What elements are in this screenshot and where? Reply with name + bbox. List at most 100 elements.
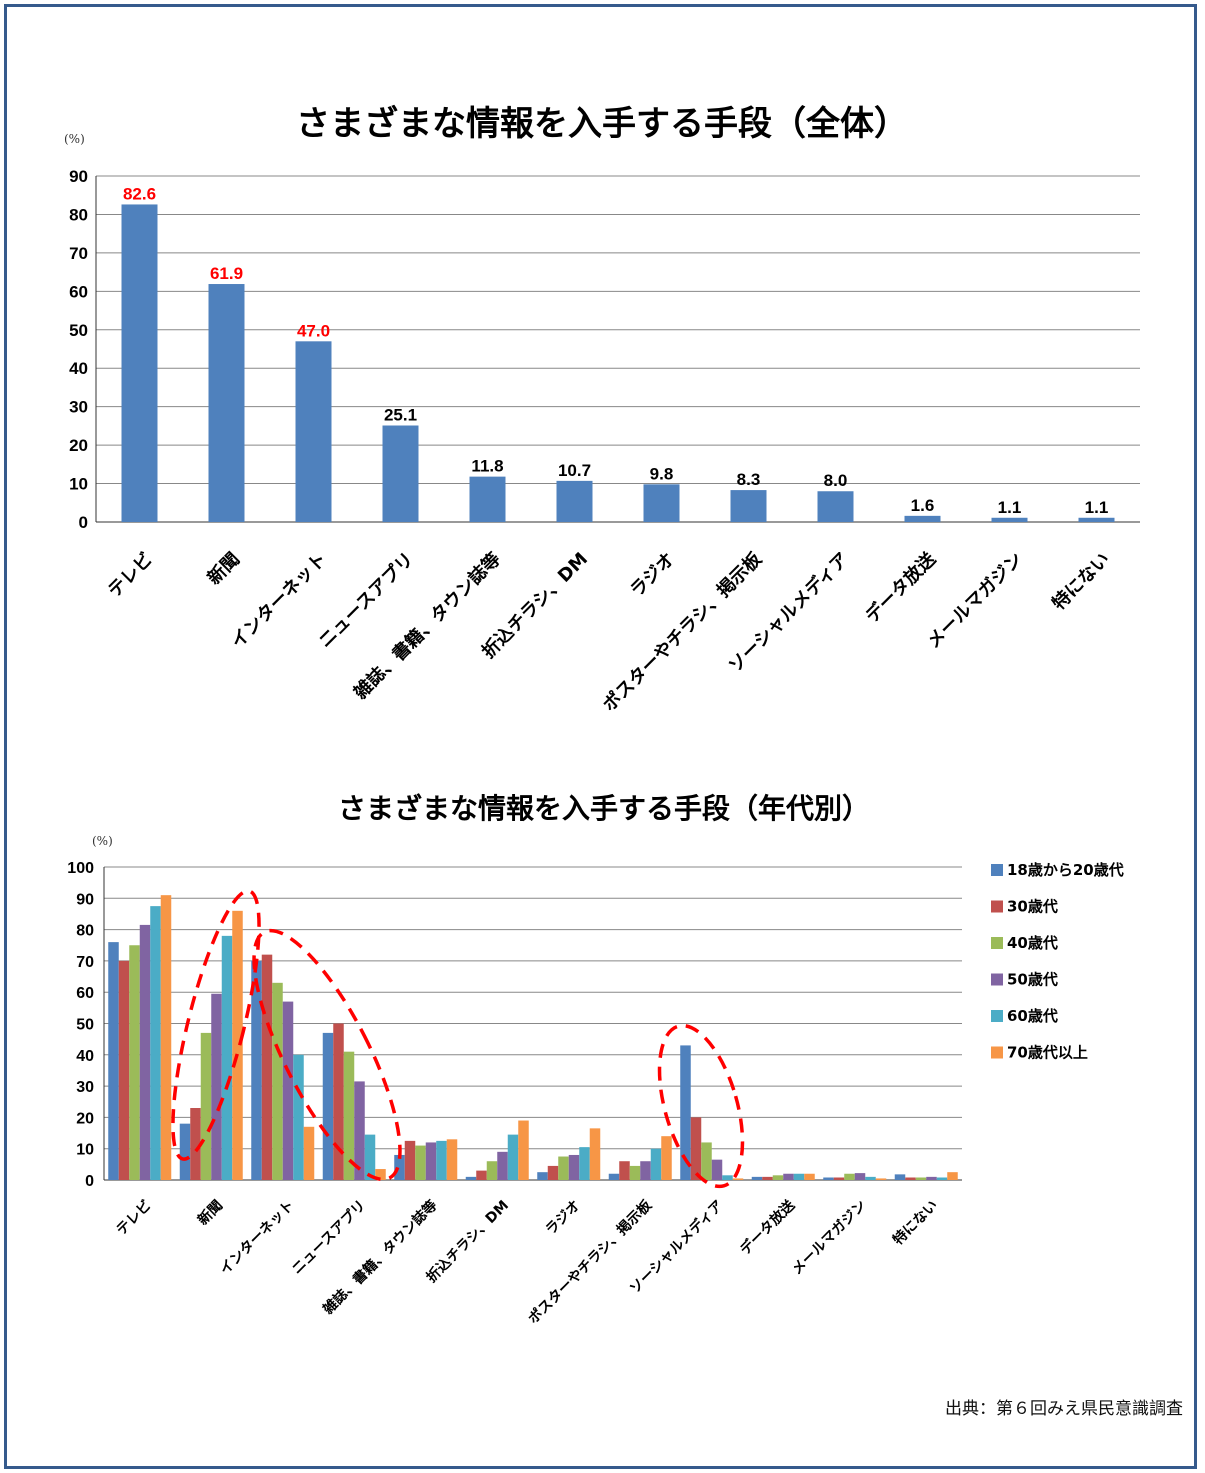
page-frame bbox=[4, 4, 1197, 1469]
bar-2 bbox=[844, 1173, 855, 1180]
bar-4 bbox=[579, 1147, 590, 1180]
legend-swatch bbox=[991, 864, 1003, 876]
bar-3 bbox=[783, 1173, 794, 1180]
y-tick-label: 80 bbox=[76, 923, 94, 940]
bar-2 bbox=[415, 1145, 426, 1180]
bar-4 bbox=[865, 1176, 876, 1180]
bar-4 bbox=[722, 1175, 733, 1180]
bar-0 bbox=[394, 1154, 405, 1180]
data-label: 10.7 bbox=[558, 461, 591, 480]
bar-3 bbox=[854, 1173, 866, 1180]
bar-2 bbox=[272, 982, 283, 1180]
bar-1 bbox=[476, 1170, 487, 1180]
y-tick-label: 30 bbox=[76, 1079, 94, 1096]
bar-1 bbox=[190, 1108, 201, 1180]
bar-2 bbox=[915, 1177, 927, 1180]
bar-3 bbox=[425, 1142, 437, 1180]
legend-label: 50歳代 bbox=[1007, 971, 1058, 989]
bar-1 bbox=[619, 1161, 630, 1180]
chart-overall-title: さまざまな情報を入手する手段（全体） bbox=[296, 104, 908, 144]
y-tick-label: 100 bbox=[67, 860, 94, 877]
ellipse-newspaper bbox=[171, 889, 261, 1161]
bar-4 bbox=[293, 1054, 304, 1180]
bar bbox=[643, 484, 680, 522]
legend-swatch bbox=[991, 1010, 1003, 1022]
bar-2 bbox=[486, 1161, 498, 1180]
y-tick-label: 50 bbox=[76, 1017, 94, 1034]
legend-label: 40歳代 bbox=[1007, 934, 1058, 952]
category-label: ニュースアプリ bbox=[289, 1198, 369, 1278]
bar-0 bbox=[608, 1173, 620, 1180]
bar-2 bbox=[200, 1032, 212, 1180]
bar-4 bbox=[507, 1134, 519, 1180]
y-tick-label: 80 bbox=[69, 205, 88, 224]
source-citation: 出典：第６回みえ県民意識調査 bbox=[945, 1399, 1183, 1419]
bar-0 bbox=[322, 1032, 334, 1180]
bar-2 bbox=[343, 1051, 355, 1180]
y-tick-label: 20 bbox=[69, 436, 88, 455]
category-label: ラジオ bbox=[543, 1198, 584, 1239]
bar-5 bbox=[875, 1178, 887, 1180]
y-tick-label: 50 bbox=[69, 321, 88, 340]
bar bbox=[1078, 517, 1115, 522]
data-label: 9.8 bbox=[650, 464, 674, 483]
bar-5 bbox=[804, 1173, 815, 1180]
y-tick-label: 0 bbox=[85, 1173, 94, 1190]
bar-0 bbox=[894, 1174, 906, 1180]
bar-1 bbox=[690, 1117, 702, 1180]
bar-3 bbox=[139, 924, 151, 1180]
bar-2 bbox=[629, 1165, 641, 1180]
y-tick-label: 70 bbox=[76, 954, 94, 971]
data-label: 11.8 bbox=[471, 457, 503, 476]
category-label: テレビ bbox=[104, 549, 157, 602]
bar-3 bbox=[926, 1176, 937, 1180]
data-label: 1.6 bbox=[911, 496, 935, 515]
y-tick-label: 40 bbox=[76, 1048, 94, 1065]
bar-3 bbox=[640, 1161, 651, 1180]
legend: 18歳から20歳代 30歳代 40歳代 50歳代 60歳代 70歳代以上 bbox=[991, 861, 1124, 1062]
bar-0 bbox=[465, 1176, 477, 1180]
bar bbox=[121, 204, 158, 522]
y-tick-label: 90 bbox=[76, 891, 94, 908]
bar-0 bbox=[537, 1172, 548, 1180]
y-tick-label: 90 bbox=[69, 167, 88, 186]
chart-by-age: さまざまな情報を入手する手段（年代別） (%) 0 10 20 30 40 50 60 70 8… bbox=[67, 792, 1123, 1327]
category-label: 特にない bbox=[889, 1197, 941, 1249]
data-label: 25.1 bbox=[384, 406, 417, 425]
data-label: 82.6 bbox=[123, 184, 156, 203]
category-label: データ放送 bbox=[861, 547, 941, 627]
y-tick-label: 60 bbox=[69, 282, 88, 301]
bar-4 bbox=[150, 906, 161, 1180]
legend-swatch bbox=[991, 1046, 1003, 1059]
data-label: 1.1 bbox=[998, 498, 1022, 517]
bar-4 bbox=[650, 1148, 662, 1180]
bar-5 bbox=[375, 1169, 386, 1180]
data-label: 8.0 bbox=[824, 471, 848, 490]
data-label: 47.0 bbox=[297, 321, 330, 340]
chart-overall-unit: (%) bbox=[64, 132, 85, 146]
category-label: データ放送 bbox=[737, 1196, 799, 1258]
bar-2 bbox=[701, 1142, 712, 1180]
bar-5 bbox=[732, 1178, 744, 1180]
bar-5 bbox=[589, 1128, 601, 1180]
bar bbox=[469, 476, 506, 522]
bar-3 bbox=[568, 1154, 580, 1180]
legend-swatch bbox=[991, 973, 1003, 986]
bar bbox=[382, 425, 419, 522]
bar-0 bbox=[108, 942, 119, 1180]
bar-1 bbox=[762, 1176, 773, 1180]
chart-by-age-title: さまざまな情報を入手する手段（年代別） bbox=[338, 792, 870, 825]
bar bbox=[295, 341, 332, 522]
bar-5 bbox=[303, 1126, 315, 1180]
bar-3 bbox=[711, 1159, 723, 1180]
bar-0 bbox=[179, 1123, 191, 1180]
bar-1 bbox=[404, 1140, 416, 1180]
bar-4 bbox=[364, 1134, 376, 1180]
y-tick-label: 10 bbox=[76, 1142, 94, 1159]
category-label: 新聞 bbox=[203, 548, 244, 589]
bar-1 bbox=[833, 1177, 845, 1180]
bar-5 bbox=[446, 1139, 458, 1180]
bar bbox=[730, 490, 767, 522]
y-tick-label: 40 bbox=[69, 359, 88, 378]
